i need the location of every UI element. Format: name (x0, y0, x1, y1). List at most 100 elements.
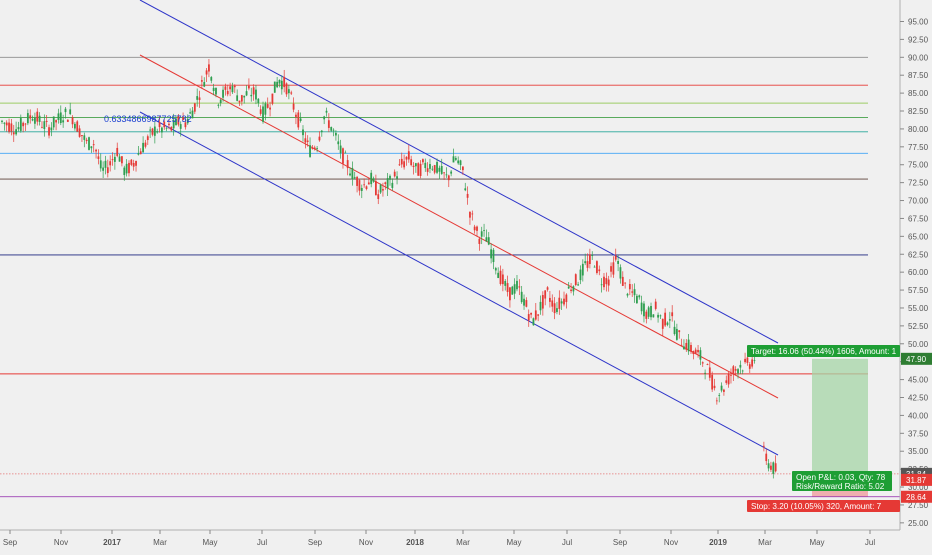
candle-body (377, 194, 380, 200)
candle-body (612, 262, 615, 275)
x-tick-label: 2019 (709, 538, 727, 547)
candle-body (236, 95, 239, 101)
candle-body (546, 287, 549, 290)
candle-body (720, 385, 723, 391)
candle-body (238, 100, 241, 103)
candle-body (311, 148, 314, 149)
candle-body (762, 445, 765, 447)
candle-body (487, 237, 490, 245)
candle-body (276, 81, 279, 88)
y-tick-label: 70.00 (908, 197, 929, 206)
candle-body (654, 301, 657, 309)
candle-body (450, 171, 453, 174)
candle-body (715, 400, 718, 402)
candle-body (339, 145, 342, 154)
candle-body (563, 298, 565, 305)
candle-body (652, 314, 655, 318)
y-tick-label: 82.50 (908, 107, 929, 116)
candle-body (631, 291, 634, 293)
candle-body (386, 178, 389, 189)
candle-body (349, 173, 351, 176)
candle-body (438, 167, 441, 172)
y-tick-label: 67.50 (908, 214, 929, 223)
fib-level-label: 0.6334866987725732 (104, 114, 192, 124)
x-tick-label: May (202, 538, 217, 547)
candle-body (156, 131, 159, 133)
candle-body (770, 465, 772, 470)
candle-body (92, 144, 95, 146)
candle-body (690, 345, 692, 352)
candle-body (396, 176, 398, 179)
candle-body (567, 286, 570, 289)
candle-body (624, 282, 627, 284)
candle-body (711, 374, 714, 390)
candle-body (424, 162, 427, 169)
candle-body (62, 120, 65, 123)
candle-body (81, 135, 83, 137)
candle-body (751, 359, 754, 367)
x-tick-label: Sep (613, 538, 628, 547)
candle-body (363, 184, 366, 186)
candle-body (730, 374, 732, 376)
candle-body (50, 127, 53, 131)
y-tick-label: 57.50 (908, 286, 929, 295)
candle-body (69, 109, 72, 115)
candle-body (516, 280, 518, 290)
candle-body (673, 326, 676, 335)
candle-body (367, 182, 370, 185)
candle-body (506, 283, 509, 292)
channel-lower-line (139, 111, 779, 456)
candle-body (78, 128, 81, 137)
candle-body (233, 85, 236, 88)
candle-body (617, 261, 619, 264)
candle-body (499, 270, 502, 284)
candle-body (351, 167, 354, 180)
candle-body (22, 122, 25, 127)
candle-body (570, 289, 572, 292)
x-tick-label: Jul (865, 538, 875, 547)
y-tick-label: 35.00 (908, 447, 929, 456)
candle-body (327, 120, 330, 128)
candle-body (135, 161, 137, 166)
candle-body (370, 172, 373, 185)
candle-body (447, 175, 450, 181)
candle-body (85, 139, 88, 142)
candle-body (48, 127, 50, 136)
x-tick-label: Mar (758, 538, 772, 547)
candle-body (252, 87, 255, 95)
candle-body (523, 298, 525, 306)
candle-body (640, 302, 643, 312)
candle-body (737, 369, 739, 374)
candle-body (15, 129, 18, 135)
candle-body (313, 147, 316, 150)
candle-body (541, 295, 544, 309)
candle-body (95, 149, 97, 152)
candle-body (292, 103, 295, 110)
candle-body (170, 126, 173, 131)
candle-body (671, 312, 674, 317)
y-tick-label: 87.50 (908, 71, 929, 80)
candle-body (774, 463, 777, 472)
pnl-label-text: Risk/Reward Ratio: 5.02 (796, 482, 885, 491)
candle-body (372, 178, 375, 182)
candle-body (436, 161, 438, 173)
y-tick-label: 85.00 (908, 89, 929, 98)
candle-body (358, 180, 361, 191)
candle-body (579, 269, 582, 281)
candle-body (490, 249, 493, 259)
x-tick-label: Sep (308, 538, 323, 547)
candle-body (626, 293, 629, 296)
candle-body (52, 116, 55, 128)
candle-body (584, 261, 587, 264)
candle-body (90, 146, 93, 149)
candle-body (412, 165, 415, 168)
y-tick-label: 65.00 (908, 232, 929, 241)
candle-body (217, 104, 220, 106)
x-tick-label: May (809, 538, 824, 547)
candle-body (299, 118, 302, 121)
candle-body (485, 237, 488, 242)
candle-body (304, 138, 307, 143)
candle-body (240, 95, 243, 102)
candle-body (647, 307, 650, 317)
